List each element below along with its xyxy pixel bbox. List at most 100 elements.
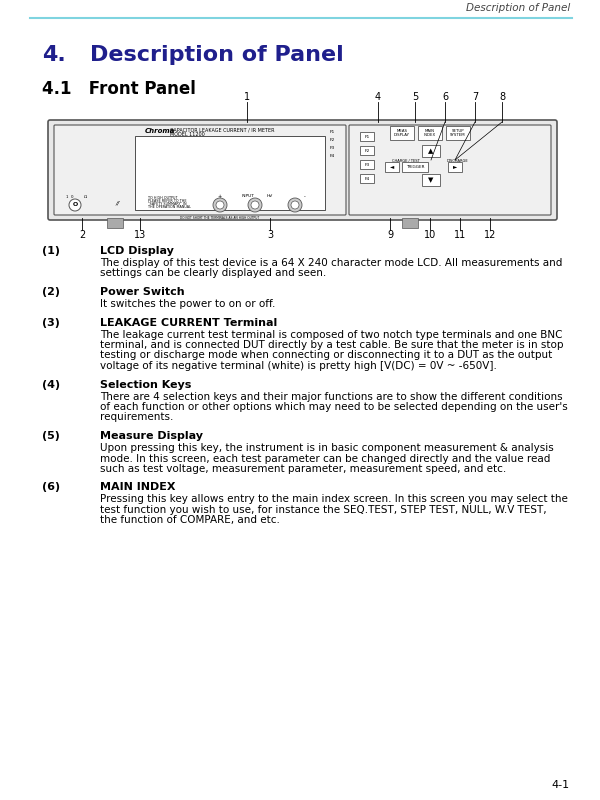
Text: HV: HV bbox=[267, 194, 273, 198]
FancyBboxPatch shape bbox=[107, 218, 123, 228]
Text: 4-1: 4-1 bbox=[552, 780, 570, 790]
Text: such as test voltage, measurement parameter, measurement speed, and etc.: such as test voltage, measurement parame… bbox=[100, 464, 506, 474]
Circle shape bbox=[248, 198, 262, 212]
FancyBboxPatch shape bbox=[360, 174, 374, 183]
Text: requirements.: requirements. bbox=[100, 413, 173, 422]
Text: F4: F4 bbox=[330, 154, 335, 158]
Text: MODEL 11200: MODEL 11200 bbox=[170, 132, 205, 137]
Text: 7: 7 bbox=[472, 92, 478, 102]
Text: DISCHARGE: DISCHARGE bbox=[447, 159, 469, 163]
Text: test function you wish to use, for instance the SEQ.TEST, STEP TEST, NULL, W.V T: test function you wish to use, for insta… bbox=[100, 505, 547, 515]
Text: Description of Panel: Description of Panel bbox=[90, 45, 344, 65]
Text: ▲: ▲ bbox=[428, 148, 434, 154]
Text: 11: 11 bbox=[454, 230, 466, 240]
Text: F1: F1 bbox=[364, 134, 370, 138]
Text: F2: F2 bbox=[330, 138, 335, 142]
Text: 4.: 4. bbox=[42, 45, 66, 65]
Circle shape bbox=[288, 198, 302, 212]
Circle shape bbox=[291, 201, 299, 209]
FancyBboxPatch shape bbox=[54, 125, 346, 215]
Text: 1: 1 bbox=[244, 92, 250, 102]
FancyBboxPatch shape bbox=[422, 145, 440, 157]
Text: LCD Display: LCD Display bbox=[100, 246, 174, 256]
Text: Chroma: Chroma bbox=[145, 128, 175, 134]
FancyBboxPatch shape bbox=[448, 162, 462, 172]
Text: F3: F3 bbox=[364, 162, 370, 166]
Text: F4: F4 bbox=[364, 177, 370, 181]
Text: testing or discharge mode when connecting or disconnecting it to a DUT as the ou: testing or discharge mode when connectin… bbox=[100, 350, 552, 361]
Text: TO HIGH OUTPUT: TO HIGH OUTPUT bbox=[148, 196, 178, 200]
Text: (1): (1) bbox=[42, 246, 60, 256]
Text: Selection Keys: Selection Keys bbox=[100, 379, 191, 390]
Text: (3): (3) bbox=[42, 318, 60, 327]
Text: -: - bbox=[304, 194, 306, 199]
Text: the function of COMPARE, and etc.: the function of COMPARE, and etc. bbox=[100, 515, 280, 526]
Text: (2): (2) bbox=[42, 287, 60, 297]
Text: +: + bbox=[218, 194, 222, 199]
FancyBboxPatch shape bbox=[402, 218, 418, 228]
Text: Measure Display: Measure Display bbox=[100, 431, 203, 441]
Circle shape bbox=[213, 198, 227, 212]
Text: CAPACITOR LEAKAGE CURRENT / IR METER: CAPACITOR LEAKAGE CURRENT / IR METER bbox=[170, 128, 275, 133]
Text: (6): (6) bbox=[42, 482, 60, 493]
FancyBboxPatch shape bbox=[48, 120, 557, 220]
Circle shape bbox=[69, 199, 81, 211]
Text: LEAKAGE CURRENT Terminal: LEAKAGE CURRENT Terminal bbox=[100, 318, 277, 327]
FancyBboxPatch shape bbox=[446, 126, 470, 140]
Text: SETUP
SYSTEM: SETUP SYSTEM bbox=[450, 129, 466, 138]
Text: voltage of its negative terminal (white) is pretty high [V(DC) = 0V ~ -650V].: voltage of its negative terminal (white)… bbox=[100, 361, 497, 371]
Text: ►: ► bbox=[453, 165, 457, 170]
FancyBboxPatch shape bbox=[390, 126, 414, 140]
Text: It switches the power to on or off.: It switches the power to on or off. bbox=[100, 299, 275, 309]
Text: Description of Panel: Description of Panel bbox=[466, 3, 570, 13]
Text: terminal, and is connected DUT directly by a test cable. Be sure that the meter : terminal, and is connected DUT directly … bbox=[100, 340, 563, 350]
Text: 9: 9 bbox=[387, 230, 393, 240]
Text: (5): (5) bbox=[42, 431, 60, 441]
Text: mode. In this screen, each test parameter can be changed directly and the value : mode. In this screen, each test paramete… bbox=[100, 454, 550, 463]
Text: O: O bbox=[73, 202, 77, 207]
Text: The leakage current test terminal is composed of two notch type terminals and on: The leakage current test terminal is com… bbox=[100, 330, 563, 339]
Text: PLEASE REFER TO THE: PLEASE REFER TO THE bbox=[148, 199, 187, 203]
FancyBboxPatch shape bbox=[360, 132, 374, 141]
Text: 4.1   Front Panel: 4.1 Front Panel bbox=[42, 80, 196, 98]
Text: //: // bbox=[116, 201, 120, 206]
Text: TRIGGER: TRIGGER bbox=[406, 165, 424, 169]
Text: THE OPERATION MANUAL: THE OPERATION MANUAL bbox=[148, 205, 191, 209]
Text: 2: 2 bbox=[79, 230, 85, 240]
FancyBboxPatch shape bbox=[418, 126, 442, 140]
Text: "SAFETY SUMMARY" IN: "SAFETY SUMMARY" IN bbox=[148, 202, 187, 206]
FancyBboxPatch shape bbox=[349, 125, 551, 215]
Text: The display of this test device is a 64 X 240 character mode LCD. All measuremen: The display of this test device is a 64 … bbox=[100, 258, 562, 268]
Text: Pressing this key allows entry to the main index screen. In this screen you may : Pressing this key allows entry to the ma… bbox=[100, 494, 568, 505]
Text: Upon pressing this key, the instrument is in basic component measurement & analy: Upon pressing this key, the instrument i… bbox=[100, 443, 554, 453]
Text: 8: 8 bbox=[499, 92, 505, 102]
Text: 6: 6 bbox=[442, 92, 448, 102]
FancyBboxPatch shape bbox=[402, 162, 428, 172]
FancyBboxPatch shape bbox=[360, 146, 374, 155]
Text: Ω: Ω bbox=[83, 195, 86, 199]
Text: MEAS
DISPLAY: MEAS DISPLAY bbox=[394, 129, 410, 138]
Text: 5: 5 bbox=[412, 92, 418, 102]
Text: F3: F3 bbox=[330, 146, 335, 150]
Text: settings can be clearly displayed and seen.: settings can be clearly displayed and se… bbox=[100, 269, 326, 278]
Circle shape bbox=[251, 201, 259, 209]
Text: of each function or other options which may need to be selected depending on the: of each function or other options which … bbox=[100, 402, 568, 412]
Text: CHARGE / TEST: CHARGE / TEST bbox=[392, 159, 420, 163]
FancyBboxPatch shape bbox=[422, 174, 440, 186]
Text: ◄: ◄ bbox=[390, 165, 394, 170]
Text: F2: F2 bbox=[364, 149, 370, 153]
Text: INPUT: INPUT bbox=[242, 194, 254, 198]
FancyBboxPatch shape bbox=[135, 136, 325, 210]
Text: 12: 12 bbox=[484, 230, 496, 240]
Text: 4: 4 bbox=[375, 92, 381, 102]
Text: 3: 3 bbox=[267, 230, 273, 240]
FancyBboxPatch shape bbox=[360, 160, 374, 169]
Text: 10: 10 bbox=[424, 230, 436, 240]
FancyBboxPatch shape bbox=[385, 162, 399, 172]
Text: There are 4 selection keys and their major functions are to show the different c: There are 4 selection keys and their maj… bbox=[100, 391, 563, 402]
Text: 1  0: 1 0 bbox=[66, 195, 74, 199]
Circle shape bbox=[216, 201, 224, 209]
Text: Power Switch: Power Switch bbox=[100, 287, 185, 297]
Text: F1: F1 bbox=[330, 130, 335, 134]
Text: MAIN INDEX: MAIN INDEX bbox=[100, 482, 176, 493]
